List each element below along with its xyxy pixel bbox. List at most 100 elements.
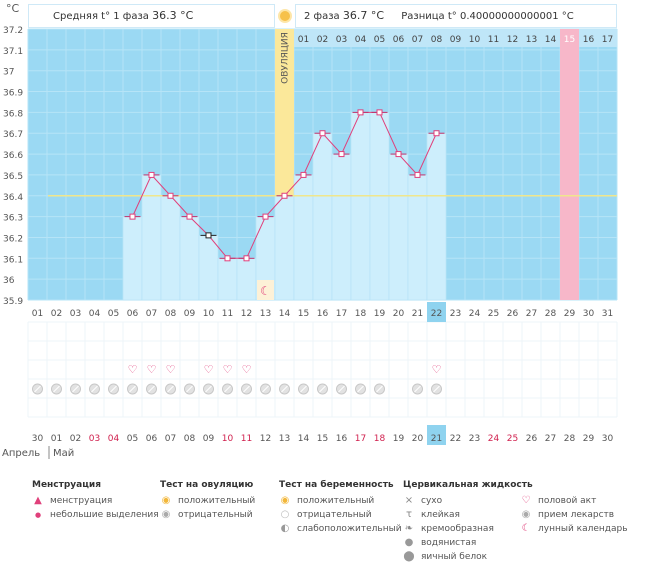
date-label: 14 xyxy=(298,434,310,444)
month-label: Май xyxy=(53,448,74,459)
heart-icon: ♡ xyxy=(147,363,157,376)
cycle-day-label: 15 xyxy=(298,309,309,319)
legend-title: Менструация xyxy=(32,480,101,490)
drop-icon: ▲ xyxy=(34,495,42,506)
chart-labels: 37.2 37.1 37 36.9 36.8 36.7 36.6 36.5 36.4 36.3 36… xyxy=(2,2,613,459)
date-label: 16 xyxy=(336,434,348,444)
date-label: 10 xyxy=(222,434,234,444)
sticky-icon: τ xyxy=(405,509,413,520)
phase2-value: 36.7 °C xyxy=(342,9,385,22)
legend-title: Тест на беременность xyxy=(279,480,394,490)
temperature-point xyxy=(433,130,440,137)
legend-other: . ♡половой акт ◉прием лекарств ☾лунный к… xyxy=(520,480,628,536)
moon-icon: ☾ xyxy=(260,284,271,298)
pill-icon: ◉ xyxy=(521,509,531,520)
egg-white-icon: ⬤ xyxy=(403,551,415,562)
temperature-bar xyxy=(236,258,257,301)
legend-item: ◐ слабоположительный xyxy=(280,523,402,534)
temperature-bars xyxy=(122,29,617,445)
chart-marks: ☾ ♡ ♡ ♡ ♡ ♡ ♡ ♡ xyxy=(32,109,617,395)
pill-icon-line xyxy=(357,385,364,393)
date-label: 03 xyxy=(89,434,100,444)
cycle-day-label: 11 xyxy=(222,309,233,319)
phase1-value: 36.3 °C xyxy=(152,9,194,22)
cycle-day-label: 05 xyxy=(108,309,119,319)
pill-icon-line xyxy=(53,385,60,393)
phase2-day-label: 02 xyxy=(317,35,328,45)
cycle-day-label: 22 xyxy=(431,309,442,319)
pill-icon-line xyxy=(205,385,212,393)
date-label: 01 xyxy=(51,434,62,444)
date-label: 08 xyxy=(184,434,196,444)
cycle-day-label: 16 xyxy=(317,309,329,319)
legend-item: × сухо xyxy=(404,495,443,506)
date-label: 09 xyxy=(203,434,215,444)
date-label: 30 xyxy=(602,434,614,444)
date-label: 07 xyxy=(165,434,176,444)
heart-icon: ♡ xyxy=(166,363,176,376)
cycle-day-label: 17 xyxy=(336,309,347,319)
ovulation-label: ОВУЛЯЦИЯ xyxy=(281,32,291,84)
legend-ovulation-test: Тест на овуляцию ◉ положительный ◉ отрицат… xyxy=(160,480,255,522)
moon-cell xyxy=(257,280,274,300)
legend-item: ◉ положительный xyxy=(280,495,375,506)
temperature-bar xyxy=(426,132,447,301)
pill-icon-line xyxy=(338,385,345,393)
phase2-day-cell xyxy=(313,29,332,47)
temperature-point xyxy=(205,232,212,239)
date-label: 04 xyxy=(108,434,120,444)
heart-icon: ♡ xyxy=(242,363,252,376)
temperature-point xyxy=(148,171,155,178)
phase2-day-cell xyxy=(465,29,484,47)
y-tick-label: 36.5 xyxy=(3,172,23,182)
y-tick-label: 36.3 xyxy=(3,214,23,224)
temperature-point xyxy=(129,213,136,220)
legend-item: ◉ прием лекарств xyxy=(521,509,615,520)
temperature-point xyxy=(186,213,193,220)
legend-cervical-fluid: Цервикальная жидкость × сухо τ клейкая ❧ кр… xyxy=(403,480,533,564)
cycle-day-label: 04 xyxy=(89,309,101,319)
legend-item: ☾ лунный календарь xyxy=(521,523,628,534)
temperature-point xyxy=(167,192,174,199)
heart-icon: ♡ xyxy=(223,363,233,376)
phase2-day-label: 08 xyxy=(431,35,443,45)
pink-day-column xyxy=(560,47,579,300)
phase1-label: Средняя t° 1 фаза xyxy=(53,11,149,22)
cycle-day-label: 06 xyxy=(127,309,139,319)
temperature-point xyxy=(414,171,421,178)
cycle-day-label: 26 xyxy=(507,309,519,319)
y-tick-label: 36.6 xyxy=(3,151,23,161)
ovulation-sun-icon xyxy=(280,11,290,21)
date-label: 28 xyxy=(564,434,576,444)
temperature-point xyxy=(262,213,269,220)
pill-icon-line xyxy=(319,385,326,393)
pill-icon-line xyxy=(91,385,98,393)
heart-icon: ♡ xyxy=(432,363,442,376)
phase2-day-label: 14 xyxy=(545,35,557,45)
date-label: 29 xyxy=(583,434,595,444)
y-tick-label: 36.7 xyxy=(3,130,23,140)
phase2-day-cell xyxy=(503,29,522,47)
phase2-day-cell xyxy=(522,29,541,47)
pregnancy-positive-icon: ◉ xyxy=(280,495,290,506)
temperature-bar xyxy=(369,112,390,301)
date-label: 05 xyxy=(127,434,138,444)
cycle-day-label: 29 xyxy=(564,309,576,319)
phase2-day-label: 05 xyxy=(374,35,385,45)
cycle-day-label: 20 xyxy=(393,309,405,319)
phase2-day-label: 11 xyxy=(488,35,499,45)
cycle-day-label: 28 xyxy=(545,309,557,319)
temperature-bar xyxy=(331,153,352,301)
positive-test-icon: ◉ xyxy=(161,495,171,506)
pill-icon-line xyxy=(129,385,136,393)
date-label: 12 xyxy=(260,434,271,444)
legend-item: ♡ половой акт xyxy=(521,495,597,506)
pill-icon-line xyxy=(414,385,421,393)
temperature-bar xyxy=(388,153,409,301)
phase2-day-label: 15 xyxy=(564,35,575,45)
pill-icon-line xyxy=(110,385,117,393)
legend-item: ◉ положительный xyxy=(161,495,256,506)
pregnancy-negative-icon: ○ xyxy=(280,509,290,520)
phase2-day-label: 04 xyxy=(355,35,367,45)
cycle-day-label: 27 xyxy=(526,309,537,319)
